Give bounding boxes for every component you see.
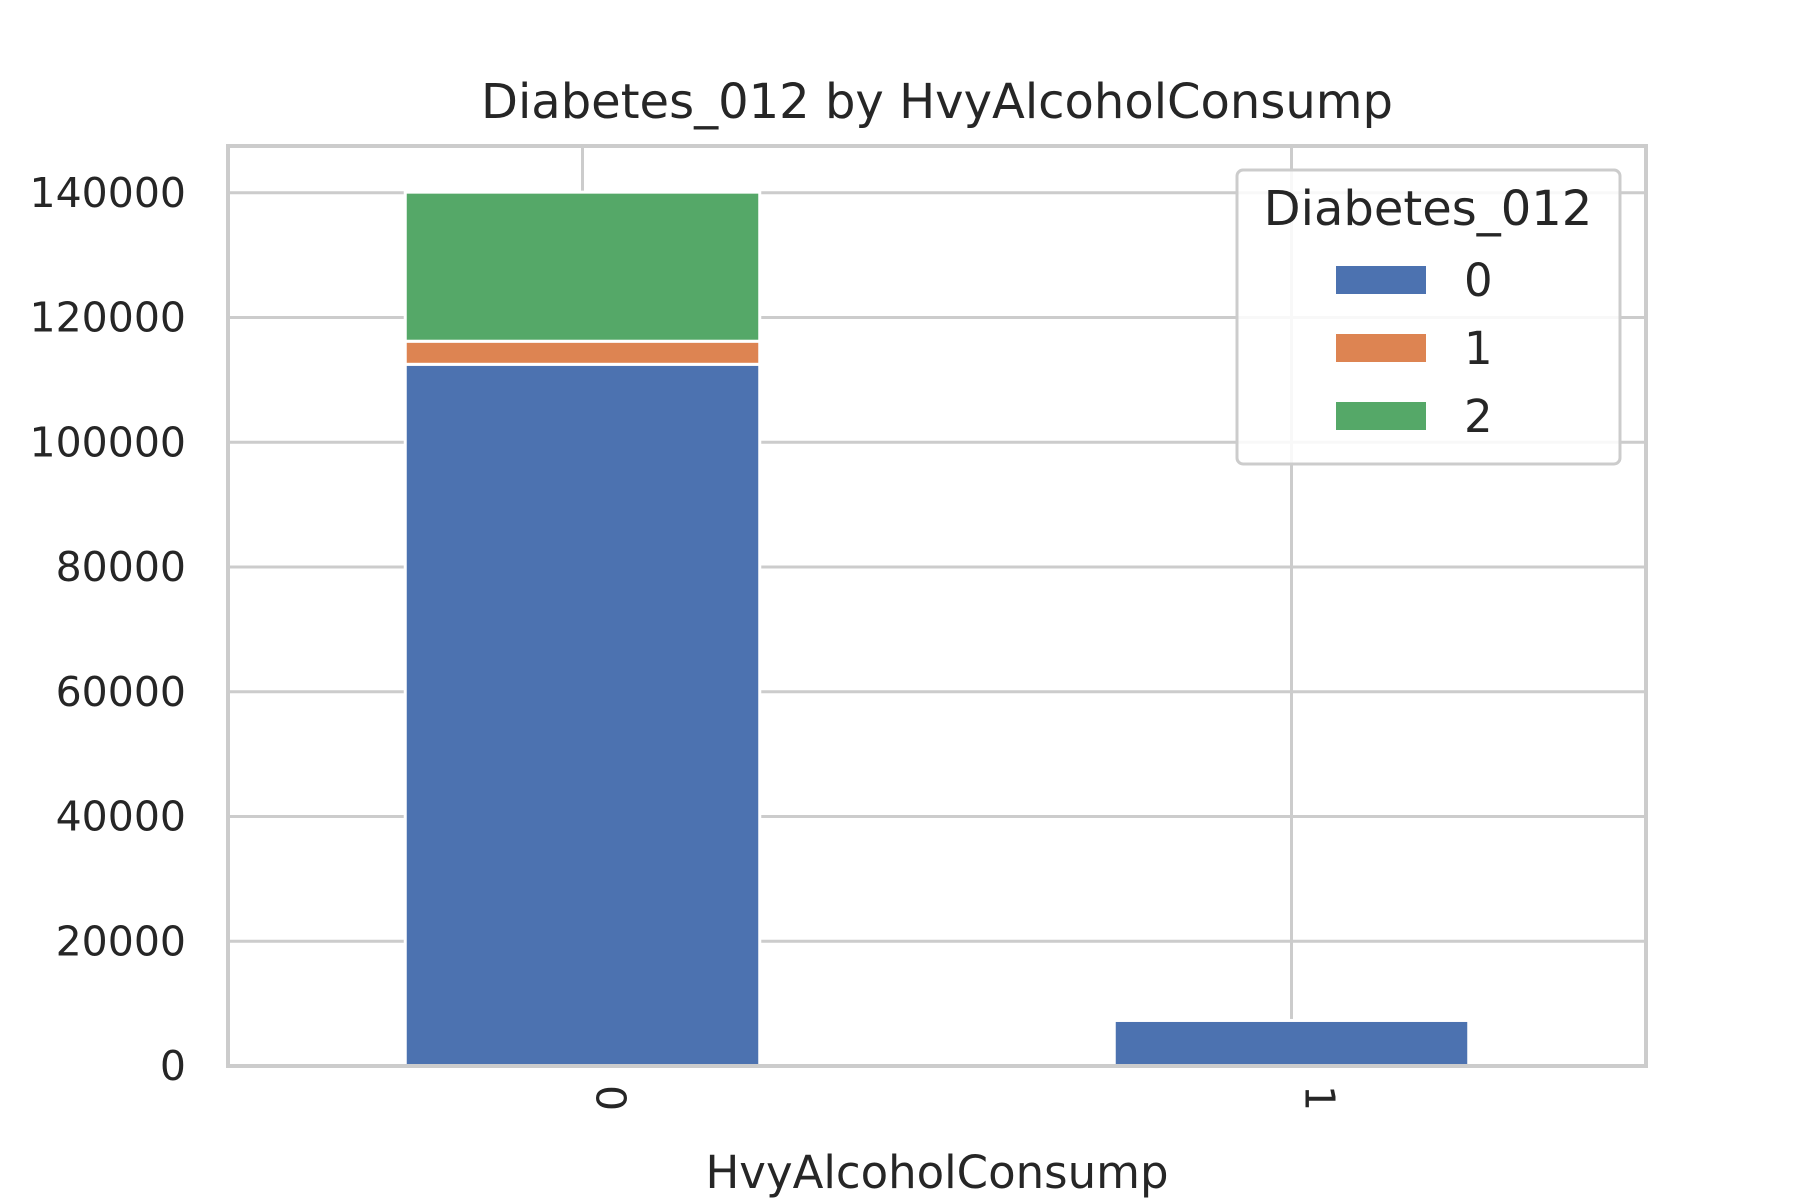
bar-segment	[403, 339, 762, 366]
legend-swatch	[1336, 402, 1426, 430]
y-tick-label: 80000	[56, 543, 186, 591]
legend-label: 0	[1464, 254, 1493, 307]
y-tick-labels: 0 20000 40000 60000 80000 100000 120000 140000	[29, 169, 186, 1090]
legend-box	[1235, 168, 1622, 466]
y-tick-label: 100000	[29, 418, 186, 466]
bars	[403, 190, 1471, 1068]
legend-title: Diabetes_012	[1264, 181, 1593, 237]
plot-frame	[226, 144, 1648, 1068]
x-tick-label: 1	[1296, 1085, 1344, 1111]
y-tick-label: 60000	[56, 668, 186, 716]
y-tick-label: 120000	[29, 294, 186, 342]
y-tick-label: 140000	[29, 169, 186, 217]
y-tick-label: 0	[160, 1042, 186, 1090]
legend-label: 2	[1464, 390, 1493, 443]
x-tick-label: 0	[587, 1085, 635, 1111]
legend-label: 1	[1464, 322, 1493, 375]
chart-title: Diabetes_012 by HvyAlcoholConsump	[481, 74, 1393, 130]
y-tick-label: 40000	[56, 793, 186, 841]
y-tick-label: 20000	[56, 917, 186, 965]
bar-segment	[403, 190, 762, 343]
bar-segment	[403, 362, 762, 1068]
legend: Diabetes_012 0 1 2	[1235, 168, 1622, 466]
x-axis-label: HvyAlcoholConsump	[705, 1146, 1168, 1199]
bar-segment	[1112, 1018, 1471, 1068]
legend-swatch	[1336, 266, 1426, 294]
legend-swatch	[1336, 334, 1426, 362]
